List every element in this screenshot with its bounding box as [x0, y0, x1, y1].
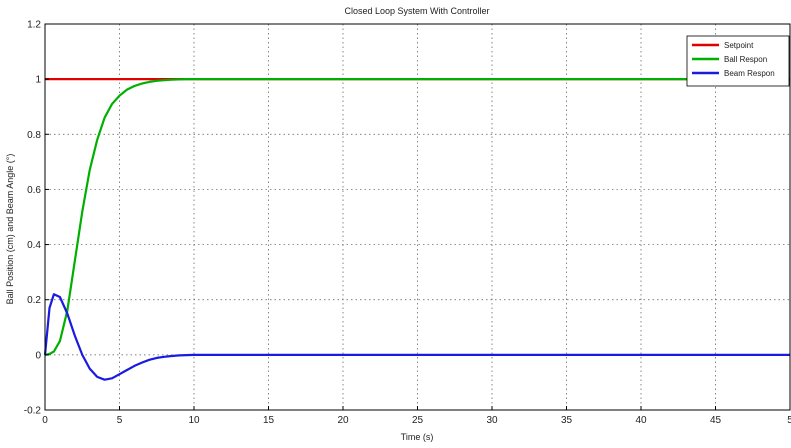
x-tick-label: 10 — [188, 415, 200, 426]
y-tick-label: 1.2 — [27, 20, 41, 31]
x-axis-label: Time (s) — [401, 432, 434, 442]
legend-entry: Setpoint — [724, 41, 754, 50]
x-tick-label: 25 — [412, 415, 424, 426]
series-line-ball-respon — [44, 77, 790, 356]
grid — [45, 24, 790, 410]
y-tick-label: 0.6 — [27, 185, 41, 196]
y-tick-label: 1 — [35, 75, 41, 86]
y-tick-label: 0.2 — [27, 295, 41, 306]
x-tick-label: 40 — [635, 415, 647, 426]
y-tick-label: 0.8 — [27, 130, 41, 141]
legend-entry: Ball Respon — [724, 55, 767, 64]
chart-title: Closed Loop System With Controller — [344, 6, 489, 16]
x-tick-label: 15 — [263, 415, 275, 426]
x-tick-label: 30 — [486, 415, 498, 426]
x-tick-label: 35 — [561, 415, 573, 426]
x-tick-label: 5 — [117, 415, 123, 426]
x-tick-label: 45 — [710, 415, 722, 426]
legend: Setpoint Ball Respon Beam Respon — [686, 35, 790, 87]
legend-entry: Beam Respon — [724, 69, 775, 78]
x-tick-label: 20 — [337, 415, 349, 426]
y-tick-label: -0.2 — [24, 406, 42, 417]
series-line-beam-respon — [43, 293, 790, 381]
y-tick-label: 0.4 — [27, 240, 41, 251]
y-tick-label: 0 — [35, 350, 41, 361]
tick-labels: 0 5 10 15 20 25 30 35 40 45 5-0.200.20.40.60.811.2 — [24, 20, 791, 427]
y-axis-label: Ball Position (cm) and Beam Angle (°) — [5, 154, 15, 305]
x-tick-label: 0 — [42, 415, 48, 426]
series-lines — [43, 77, 790, 381]
x-tick-label: 5 — [787, 415, 791, 426]
